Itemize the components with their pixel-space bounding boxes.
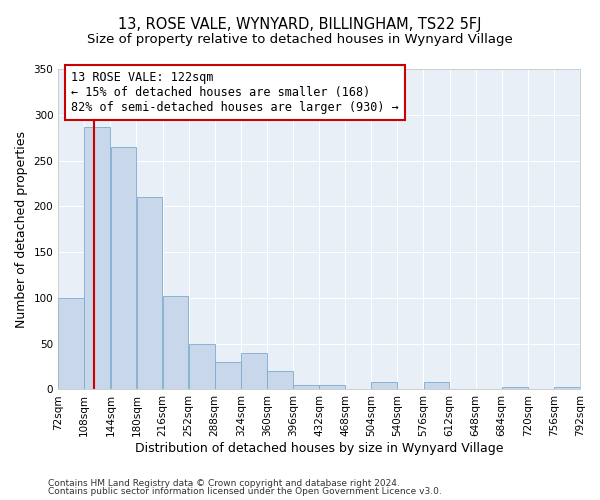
Bar bbox=[110, 147, 136, 390]
Bar bbox=[371, 382, 397, 390]
Bar bbox=[502, 386, 527, 390]
X-axis label: Distribution of detached houses by size in Wynyard Village: Distribution of detached houses by size … bbox=[135, 442, 503, 455]
Bar bbox=[163, 296, 188, 390]
Bar bbox=[554, 386, 580, 390]
Bar bbox=[319, 385, 345, 390]
Text: Contains HM Land Registry data © Crown copyright and database right 2024.: Contains HM Land Registry data © Crown c… bbox=[48, 478, 400, 488]
Bar bbox=[267, 371, 293, 390]
Bar bbox=[58, 298, 84, 390]
Bar bbox=[241, 353, 267, 390]
Text: 13 ROSE VALE: 122sqm
← 15% of detached houses are smaller (168)
82% of semi-deta: 13 ROSE VALE: 122sqm ← 15% of detached h… bbox=[71, 71, 399, 114]
Y-axis label: Number of detached properties: Number of detached properties bbox=[15, 130, 28, 328]
Text: 13, ROSE VALE, WYNYARD, BILLINGHAM, TS22 5FJ: 13, ROSE VALE, WYNYARD, BILLINGHAM, TS22… bbox=[118, 18, 482, 32]
Bar bbox=[189, 344, 215, 390]
Bar bbox=[424, 382, 449, 390]
Text: Size of property relative to detached houses in Wynyard Village: Size of property relative to detached ho… bbox=[87, 32, 513, 46]
Bar bbox=[85, 126, 110, 390]
Bar bbox=[215, 362, 241, 390]
Bar bbox=[137, 197, 163, 390]
Text: Contains public sector information licensed under the Open Government Licence v3: Contains public sector information licen… bbox=[48, 487, 442, 496]
Bar bbox=[293, 385, 319, 390]
